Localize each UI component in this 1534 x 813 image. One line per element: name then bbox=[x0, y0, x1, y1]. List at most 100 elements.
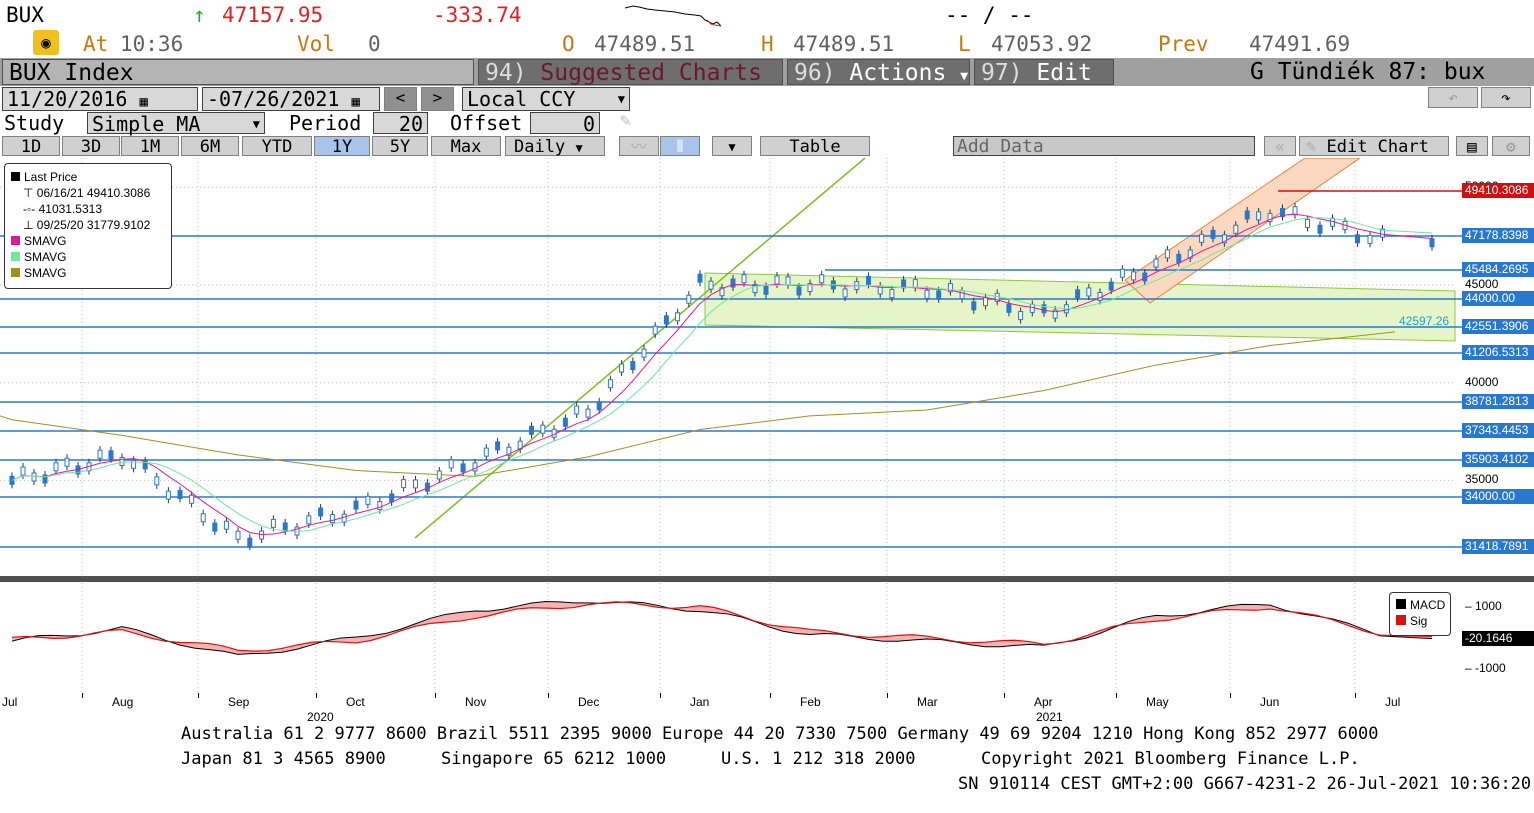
candle-body-53 bbox=[619, 363, 625, 373]
x-tick-mark-3 bbox=[316, 693, 317, 698]
macd-hist-fill bbox=[12, 601, 1432, 655]
suggested-charts-menu[interactable]: 94) Suggested Charts bbox=[478, 59, 783, 86]
table-button[interactable]: Table bbox=[760, 136, 870, 157]
edit-menu[interactable]: 97) Edit ▼ bbox=[974, 59, 1114, 110]
candle-body-91 bbox=[1052, 309, 1058, 319]
range-button-1m[interactable]: 1M bbox=[121, 136, 179, 157]
redo-button[interactable]: ↷ bbox=[1481, 87, 1531, 108]
quote-time: 10:36 bbox=[120, 32, 184, 56]
range-button-5y[interactable]: 5Y bbox=[372, 136, 428, 157]
sma-long-line bbox=[0, 331, 1396, 477]
candle-body-8 bbox=[97, 449, 103, 459]
candle-body-94 bbox=[1086, 287, 1092, 297]
range-button-ytd[interactable]: YTD bbox=[242, 136, 312, 157]
level-label-1: 47178.8398 bbox=[1462, 228, 1534, 243]
frequency-select[interactable]: Daily ▼ bbox=[505, 136, 605, 157]
line-chart-icon[interactable]: 〰 bbox=[619, 136, 659, 156]
chart-divider[interactable] bbox=[0, 576, 1534, 582]
study-select[interactable]: Simple MA ▼ bbox=[87, 112, 265, 135]
macd-legend[interactable]: MACD Sig bbox=[1389, 592, 1451, 636]
footer-session: SN 910114 CEST GMT+2:00 G667-4231-2 26-J… bbox=[958, 774, 1532, 794]
candle-body-107 bbox=[1233, 224, 1239, 234]
x-tick-7: Feb bbox=[800, 695, 821, 709]
period-input[interactable]: 20 bbox=[373, 112, 428, 136]
candle-body-96 bbox=[1108, 281, 1114, 291]
footer-us: U.S. 1 212 318 2000 bbox=[721, 749, 916, 769]
candle-body-105 bbox=[1210, 229, 1216, 239]
candle-body-83 bbox=[959, 290, 965, 300]
pencil-icon[interactable]: ✎ bbox=[620, 110, 631, 131]
actions-menu[interactable]: 96) Actions ▼ bbox=[787, 59, 970, 86]
candle-body-69 bbox=[796, 286, 802, 296]
live-icon[interactable]: ◉ bbox=[33, 30, 59, 55]
candle-body-57 bbox=[663, 315, 669, 325]
legend-series-3: SMAVG bbox=[11, 265, 171, 281]
legend-title-row: Last Price bbox=[11, 169, 171, 185]
candle-body-38 bbox=[448, 459, 454, 469]
x-tick-mark-11 bbox=[1230, 693, 1231, 698]
candle-body-21 bbox=[247, 537, 253, 547]
candle-body-79 bbox=[912, 279, 918, 289]
candle-body-101 bbox=[1164, 249, 1170, 259]
x-tick-9: Apr bbox=[1034, 695, 1053, 709]
legend-series-1: SMAVG bbox=[11, 233, 171, 249]
level-label-6: 38781.2813 bbox=[1462, 394, 1534, 409]
legend-row-avg: 41031.5313 bbox=[38, 202, 102, 216]
start-date-field[interactable]: 11/20/2016 ▦ bbox=[2, 87, 198, 111]
candle-body-93 bbox=[1075, 289, 1081, 299]
add-data-button[interactable]: Add Data bbox=[953, 136, 1255, 157]
price-chart[interactable] bbox=[0, 158, 1534, 578]
undo-button[interactable]: ↶ bbox=[1428, 87, 1478, 108]
gear-icon[interactable]: ⚙ bbox=[1492, 136, 1530, 156]
candle-body-87 bbox=[1006, 303, 1012, 313]
security-field[interactable]: BUX Index bbox=[2, 59, 474, 86]
range-button-1d[interactable]: 1D bbox=[2, 136, 60, 157]
next-period-button[interactable]: > bbox=[421, 87, 454, 111]
end-date-field[interactable]: -07/26/2021 ▦ bbox=[202, 87, 380, 111]
actions-num: 96) bbox=[794, 60, 836, 86]
macd-chart[interactable] bbox=[0, 583, 1534, 693]
chevron-down-icon: ▼ bbox=[981, 95, 989, 110]
start-date-value: 11/20/2016 bbox=[7, 87, 128, 111]
x-tick-0: Jul bbox=[2, 695, 18, 709]
level-label-3: 44000.00 bbox=[1462, 291, 1534, 306]
prev-period-button[interactable]: < bbox=[384, 87, 417, 111]
candle-body-33 bbox=[389, 493, 395, 503]
candle-chart-icon[interactable]: ⫴ bbox=[660, 136, 700, 156]
legend-low-row: ⊥ 09/25/20 31779.9102 bbox=[11, 217, 171, 233]
chart-type-dropdown[interactable]: ▼ bbox=[712, 136, 752, 156]
calendar-icon[interactable]: ▦ bbox=[351, 94, 360, 110]
collapse-icon[interactable]: « bbox=[1264, 136, 1296, 156]
candle-body-50 bbox=[585, 408, 591, 418]
y-tick-40000: 40000 bbox=[1465, 374, 1499, 389]
candle-body-40 bbox=[472, 462, 478, 472]
x-tick-11: Jun bbox=[1260, 695, 1280, 709]
currency-select[interactable]: Local CCY ▼ bbox=[462, 87, 630, 111]
period-value: 20 bbox=[398, 112, 423, 136]
level-label-10: 31418.7891 bbox=[1462, 539, 1534, 554]
level-label-8: 35903.4102 bbox=[1462, 452, 1534, 467]
chart-settings-icon[interactable]: ▤ bbox=[1456, 136, 1488, 156]
candle-body-52 bbox=[607, 379, 613, 389]
edit-chart-button[interactable]: ✎ Edit Chart bbox=[1299, 136, 1449, 157]
candle-body-103 bbox=[1187, 249, 1193, 259]
calendar-icon[interactable]: ▦ bbox=[139, 94, 148, 110]
candle-body-22 bbox=[259, 530, 265, 540]
macd-tick-pos: – 1000 bbox=[1465, 598, 1502, 613]
candle-body-41 bbox=[483, 447, 489, 457]
range-button-1y[interactable]: 1Y bbox=[314, 136, 370, 157]
at-label: At bbox=[83, 32, 109, 56]
range-button-3d[interactable]: 3D bbox=[62, 136, 120, 157]
range-button-max[interactable]: Max bbox=[431, 136, 501, 157]
candle-body-118 bbox=[1367, 234, 1373, 244]
legend-series-2: SMAVG bbox=[11, 249, 171, 265]
y-tick-35000: 35000 bbox=[1465, 472, 1499, 487]
legend-swatch bbox=[11, 268, 20, 277]
avg-marker-icon: -◦- bbox=[23, 202, 39, 216]
candle-body-43 bbox=[506, 446, 512, 456]
range-button-6m[interactable]: 6M bbox=[181, 136, 239, 157]
offset-input[interactable]: 0 bbox=[530, 112, 600, 135]
chart-legend[interactable]: Last Price ⊤ 06/16/21 49410.3086 -◦- 410… bbox=[4, 163, 172, 289]
candle-body-108 bbox=[1244, 210, 1250, 220]
period-label: Period bbox=[289, 111, 362, 135]
